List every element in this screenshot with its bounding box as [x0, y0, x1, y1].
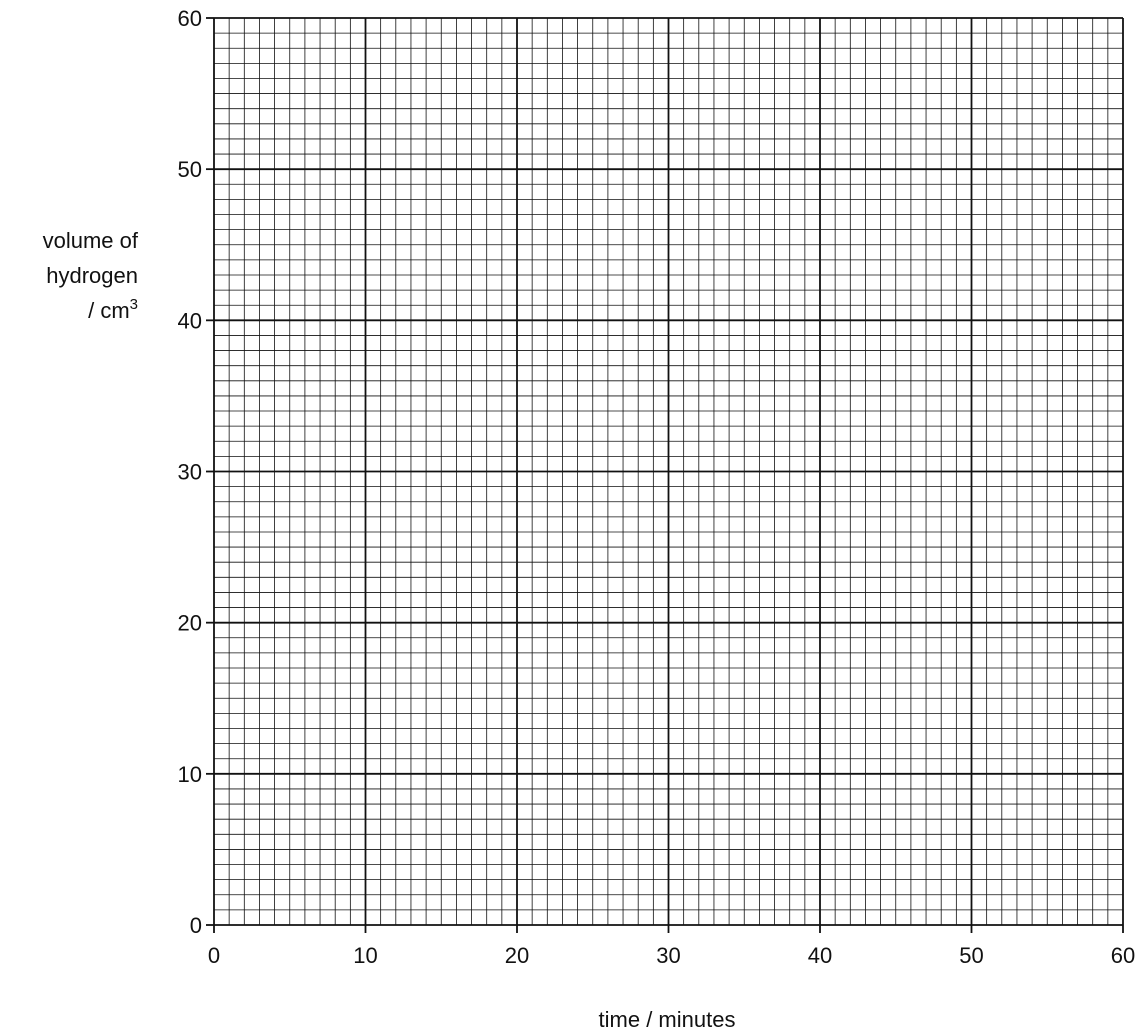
- y-tick-labels: 0 10 20 30 40 50 60: [178, 6, 202, 938]
- y-tick-label: 40: [178, 308, 202, 333]
- x-tick-label: 10: [353, 943, 377, 968]
- x-tick-label: 30: [656, 943, 680, 968]
- y-tick-label: 20: [178, 611, 202, 636]
- y-tick-label: 0: [190, 913, 202, 938]
- y-axis-unit: / cm: [88, 298, 130, 323]
- y-tick-label: 50: [178, 157, 202, 182]
- x-tick-label: 50: [959, 943, 983, 968]
- tick-marks: [206, 17, 1124, 933]
- y-tick-label: 10: [178, 762, 202, 787]
- y-tick-label: 30: [178, 460, 202, 485]
- y-axis-title-line-2: hydrogen: [46, 263, 138, 288]
- x-tick-label: 0: [208, 943, 220, 968]
- x-axis-title: time / minutes: [599, 1007, 736, 1031]
- y-axis-title-line-1: volume of: [43, 228, 139, 253]
- x-tick-label: 20: [505, 943, 529, 968]
- y-tick-label: 60: [178, 6, 202, 31]
- x-tick-labels: 0 10 20 30 40 50 60: [208, 943, 1135, 968]
- y-axis-unit-superscript: 3: [130, 296, 138, 313]
- x-tick-label: 60: [1111, 943, 1135, 968]
- x-tick-label: 40: [808, 943, 832, 968]
- y-axis-title-line-3: / cm3: [88, 296, 138, 323]
